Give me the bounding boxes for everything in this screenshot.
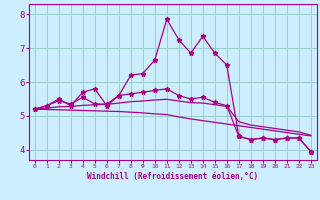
X-axis label: Windchill (Refroidissement éolien,°C): Windchill (Refroidissement éolien,°C) xyxy=(87,172,258,181)
